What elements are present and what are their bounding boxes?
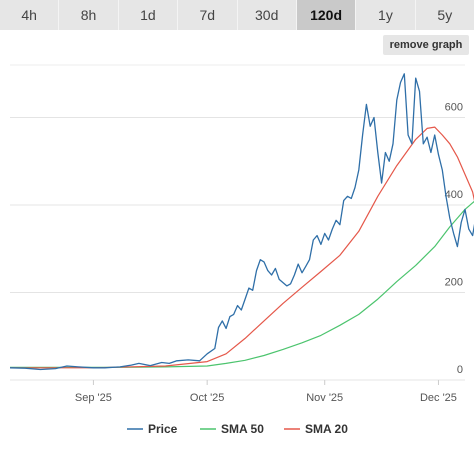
tab-1d[interactable]: 1d — [118, 0, 179, 30]
y-tick-label: 400 — [445, 189, 463, 201]
x-axis-ticks: Sep '25 Oct '25 Nov '25 Dec '25 — [75, 380, 457, 404]
legend: Price SMA 50 SMA 20 — [127, 422, 348, 436]
x-tick-label: Nov '25 — [306, 392, 343, 404]
legend-item-price[interactable]: Price — [148, 422, 178, 436]
tab-30d[interactable]: 30d — [237, 0, 297, 30]
y-tick-label: 0 — [457, 364, 463, 376]
series-line-sma-20 — [10, 126, 474, 369]
series-line-price — [9, 73, 474, 371]
series-lines — [9, 73, 474, 371]
tab-1y[interactable]: 1y — [356, 0, 416, 30]
y-tick-label: 600 — [445, 102, 463, 114]
x-tick-label: Oct '25 — [190, 392, 225, 404]
grid-lines — [10, 64, 465, 381]
x-tick-label: Dec '25 — [420, 392, 457, 404]
tab-5y[interactable]: 5y — [415, 0, 474, 30]
range-tabs: 4h 8h 1d 7d 30d 120d 1y 5y — [0, 0, 474, 30]
tab-8h[interactable]: 8h — [59, 0, 119, 30]
legend-item-sma-20[interactable]: SMA 20 — [305, 422, 348, 436]
remove-graph-button[interactable]: remove graph — [383, 35, 469, 55]
legend-item-sma-50[interactable]: SMA 50 — [221, 422, 264, 436]
y-axis-ticks: 0 200 400 600 — [445, 102, 463, 377]
y-tick-label: 200 — [445, 277, 463, 289]
tab-7d[interactable]: 7d — [178, 0, 238, 30]
tab-4h[interactable]: 4h — [0, 0, 60, 30]
tab-120d[interactable]: 120d — [296, 0, 357, 30]
series-line-sma-50 — [10, 200, 474, 368]
x-tick-label: Sep '25 — [75, 392, 112, 404]
